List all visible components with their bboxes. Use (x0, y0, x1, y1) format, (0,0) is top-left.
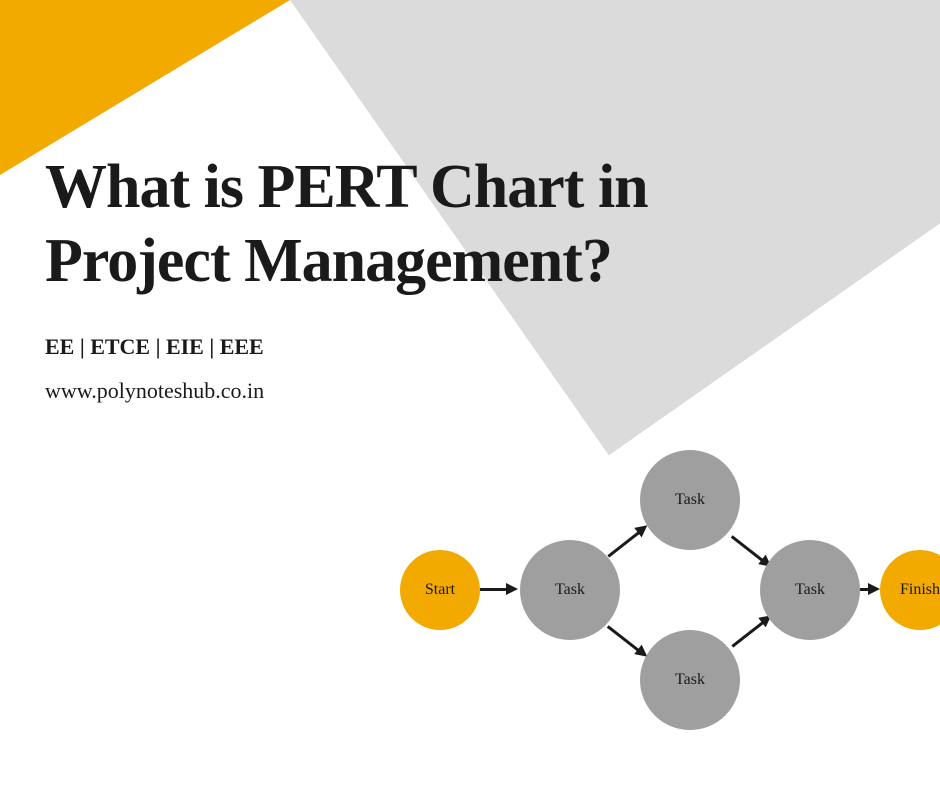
edge-start-t1 (480, 588, 518, 590)
corner-triangle (0, 0, 290, 175)
edge-t1-t2 (607, 524, 648, 556)
edge-t1-t3 (607, 625, 648, 657)
node-start: Start (400, 550, 480, 630)
node-t2: Task (640, 450, 740, 550)
content-block: What is PERT Chart in Project Management… (45, 150, 648, 404)
node-finish: Finish (880, 550, 940, 630)
page-title: What is PERT Chart in Project Management… (45, 150, 648, 299)
edge-t4-finish (860, 588, 880, 590)
pert-chart-diagram: StartTaskTaskTaskTaskFinish (380, 440, 920, 740)
edge-t3-t4 (731, 614, 772, 646)
website-url: www.polynoteshub.co.in (45, 378, 648, 404)
node-t4: Task (760, 540, 860, 640)
subtitle-courses: EE | ETCE | EIE | EEE (45, 334, 648, 360)
edge-t2-t4 (731, 535, 772, 567)
title-line-1: What is PERT Chart in (45, 153, 648, 221)
node-t3: Task (640, 630, 740, 730)
node-t1: Task (520, 540, 620, 640)
title-line-2: Project Management? (45, 227, 612, 295)
